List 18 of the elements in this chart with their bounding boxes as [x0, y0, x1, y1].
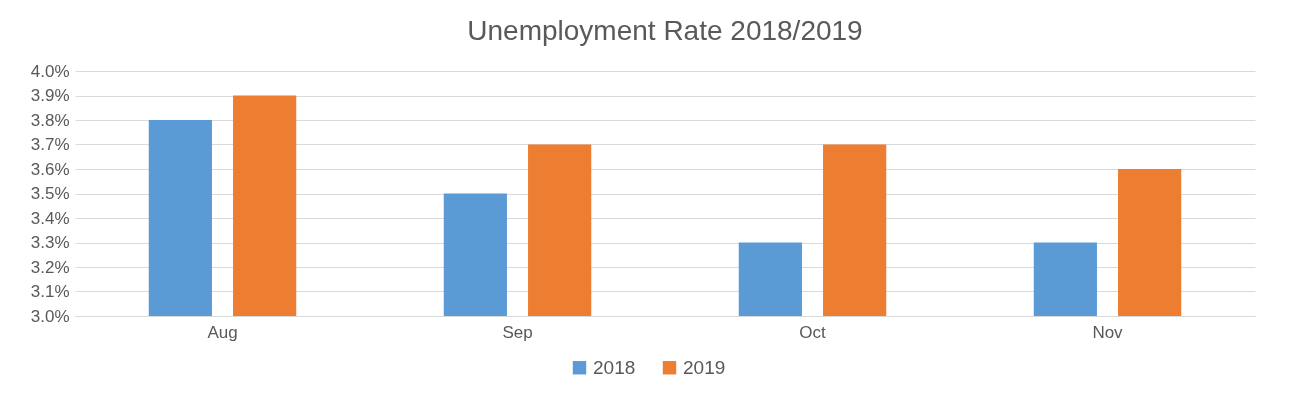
x-tick-label: Oct: [799, 322, 826, 342]
legend-label: 2018: [593, 356, 636, 378]
x-tick-label: Nov: [1092, 322, 1124, 342]
y-tick-label: 3.2%: [30, 257, 70, 277]
y-tick-label: 4.0%: [30, 61, 70, 81]
y-tick-label: 3.0%: [30, 306, 70, 326]
y-tick-label: 3.5%: [30, 184, 70, 203]
x-tick-label: Sep: [502, 322, 533, 342]
legend-label: 2019: [683, 356, 726, 378]
y-tick-label: 3.3%: [30, 233, 70, 252]
y-tick-label: 3.9%: [30, 86, 70, 105]
y-tick-label: 3.6%: [30, 159, 70, 179]
y-tick-label: 3.4%: [30, 208, 70, 228]
x-tick-label: Aug: [207, 322, 238, 342]
y-tick-label: 3.7%: [30, 135, 70, 154]
y-tick-label: 3.1%: [30, 282, 70, 301]
y-tick-label: 3.8%: [30, 110, 70, 130]
chart-title: Unemployment Rate 2018/2019: [467, 15, 863, 46]
